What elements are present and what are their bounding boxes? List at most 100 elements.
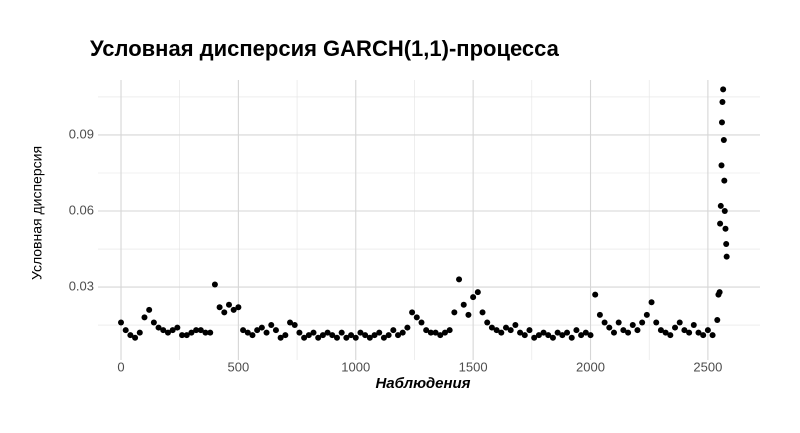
- point: [202, 329, 209, 336]
- y-tick-label: 0.09: [69, 126, 94, 141]
- point: [610, 329, 617, 336]
- point: [446, 327, 453, 334]
- point: [634, 327, 641, 334]
- point: [221, 309, 228, 316]
- point: [418, 319, 425, 326]
- point: [423, 327, 430, 334]
- point: [207, 329, 214, 336]
- point: [676, 319, 683, 326]
- point: [385, 332, 392, 339]
- point: [722, 225, 729, 232]
- point: [488, 324, 495, 331]
- point: [432, 329, 439, 336]
- point: [366, 334, 373, 341]
- point: [721, 208, 728, 215]
- point: [502, 324, 509, 331]
- point: [498, 329, 505, 336]
- point: [141, 314, 148, 321]
- point: [301, 334, 308, 341]
- point: [493, 327, 500, 334]
- point: [695, 329, 702, 336]
- point: [568, 334, 575, 341]
- point: [474, 289, 481, 296]
- point: [287, 319, 294, 326]
- point: [249, 332, 256, 339]
- point: [456, 276, 463, 283]
- point: [521, 332, 528, 339]
- point: [470, 294, 477, 301]
- point: [183, 332, 190, 339]
- point: [169, 327, 176, 334]
- point: [188, 329, 195, 336]
- point: [427, 329, 434, 336]
- point: [700, 332, 707, 339]
- point: [643, 311, 650, 318]
- point: [573, 327, 580, 334]
- point: [376, 329, 383, 336]
- point: [315, 334, 322, 341]
- point: [716, 289, 723, 296]
- x-axis-label: Наблюдения: [375, 375, 470, 392]
- point: [244, 329, 251, 336]
- point: [277, 334, 284, 341]
- point: [409, 309, 416, 316]
- point: [723, 240, 730, 247]
- point: [662, 329, 669, 336]
- point: [413, 314, 420, 321]
- point: [254, 327, 261, 334]
- point: [305, 332, 312, 339]
- point: [554, 329, 561, 336]
- point: [465, 311, 472, 318]
- point: [721, 177, 728, 184]
- point: [211, 281, 218, 288]
- point: [484, 319, 491, 326]
- point: [686, 329, 693, 336]
- point: [324, 329, 331, 336]
- point: [127, 332, 134, 339]
- point: [390, 327, 397, 334]
- point: [717, 202, 724, 209]
- point: [714, 316, 721, 323]
- point: [549, 334, 556, 341]
- point: [718, 119, 725, 126]
- point: [460, 301, 467, 308]
- point: [268, 322, 275, 329]
- point: [296, 329, 303, 336]
- point: [118, 319, 125, 326]
- point: [479, 309, 486, 316]
- point: [240, 327, 247, 334]
- point: [681, 327, 688, 334]
- point: [357, 329, 364, 336]
- y-axis-label: Условная дисперсия: [29, 146, 45, 280]
- point: [717, 220, 724, 227]
- point: [193, 327, 200, 334]
- point: [657, 327, 664, 334]
- x-tick-label: 2000: [576, 359, 605, 374]
- point: [258, 324, 265, 331]
- point: [395, 332, 402, 339]
- point: [592, 291, 599, 298]
- point: [709, 332, 716, 339]
- point: [517, 329, 524, 336]
- point: [535, 332, 542, 339]
- chart-title: Условная дисперсия GARCH(1,1)-процесса: [90, 36, 560, 61]
- point: [720, 86, 727, 93]
- point: [564, 329, 571, 336]
- point: [150, 319, 157, 326]
- point: [164, 329, 171, 336]
- point: [136, 329, 143, 336]
- point: [216, 304, 223, 311]
- point: [653, 319, 660, 326]
- point: [160, 327, 167, 334]
- point: [225, 301, 232, 308]
- point: [146, 306, 153, 313]
- point: [639, 319, 646, 326]
- x-tick-label: 1500: [459, 359, 488, 374]
- point: [230, 306, 237, 313]
- point: [404, 324, 411, 331]
- point: [718, 162, 725, 169]
- point: [371, 332, 378, 339]
- point: [179, 332, 186, 339]
- point: [719, 99, 726, 106]
